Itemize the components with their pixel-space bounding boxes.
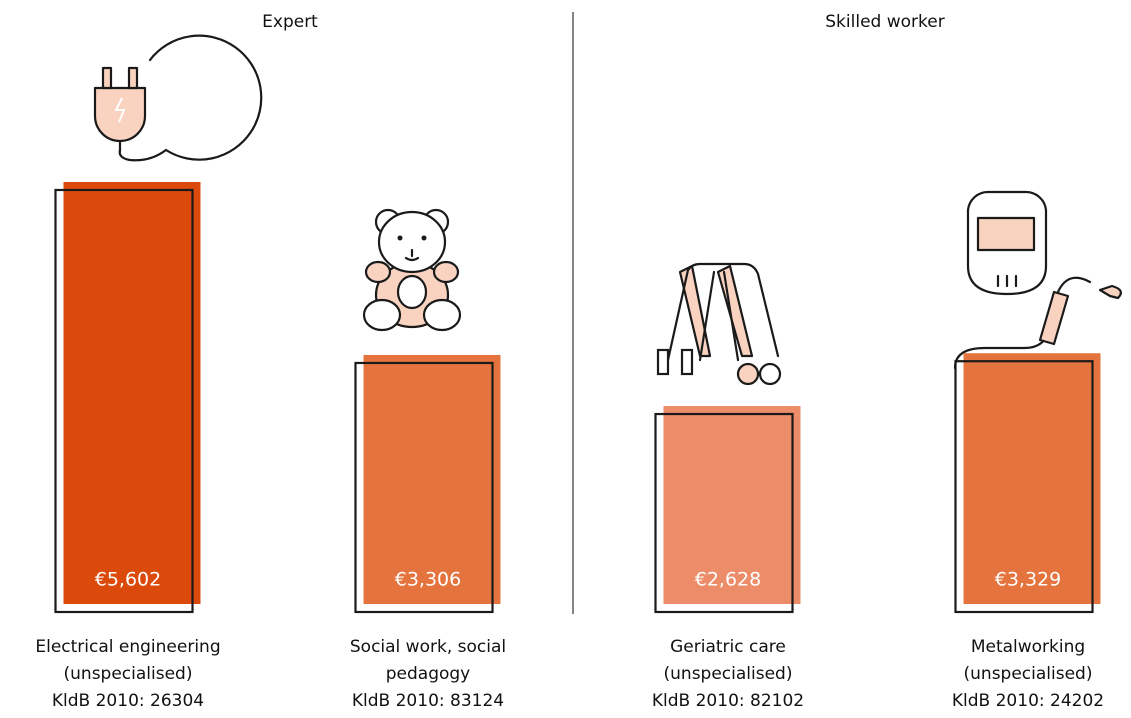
value-label: €3,329 [995,569,1061,591]
category-label: Metalworking (unspecialised) KldB 2010: 24… [913,634,1131,715]
bar-outline [654,412,794,614]
category-label: Social work, social pedagogy KldB 2010: 8… [313,634,543,715]
category-detail: (unspecialised) [963,664,1093,684]
category-detail: KldB 2010: 26304 [51,691,205,711]
category-detail: KldB 2010: 24202 [951,691,1105,711]
welding-icon [953,190,1122,370]
value-label: €2,628 [695,569,761,591]
bar-outline [954,360,1094,614]
bar [663,406,801,604]
category-detail: KldB 2010: 83124 [351,691,505,711]
bar [63,182,201,604]
bar-outline [354,361,494,614]
category-detail: (unspecialised) [63,664,193,684]
bar-outline [54,188,194,614]
teddy-icon [362,208,462,332]
bar [963,353,1101,604]
category-name: Geriatric care [670,637,786,657]
category-detail: (unspecialised) [663,664,793,684]
category-detail: KldB 2010: 82102 [651,691,805,711]
category-name: Electrical engineering [35,637,221,657]
category-name: Social work, social pedagogy [349,637,507,684]
group-label: Expert [262,12,318,32]
walker-icon [656,262,782,386]
bar [363,354,501,604]
value-label: €3,306 [395,569,461,591]
category-label: Electrical engineering (unspecialised) Kld… [13,634,243,715]
plug-icon [93,34,263,162]
group-label: Skilled worker [825,12,945,32]
category-name: Metalworking [970,637,1086,657]
value-label: €5,602 [95,569,161,591]
category-label: Geriatric care (unspecialised) KldB 2010: … [613,634,843,715]
